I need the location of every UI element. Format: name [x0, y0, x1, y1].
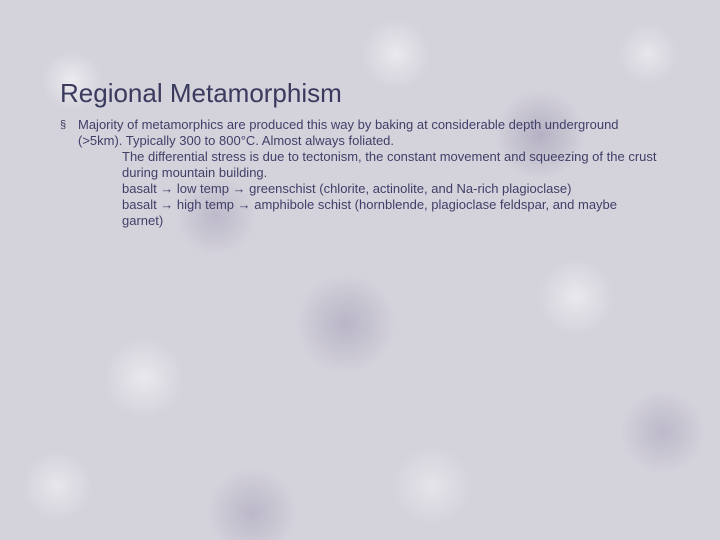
- slide-title: Regional Metamorphism: [60, 78, 660, 109]
- bullet-body: Majority of metamorphics are produced th…: [78, 117, 660, 229]
- bullet-marker: §: [60, 117, 78, 133]
- bullet-item: § Majority of metamorphics are produced …: [60, 117, 660, 229]
- bullet-sub-3: basalt → high temp → amphibole schist (h…: [78, 197, 660, 229]
- bullet-sub-1: The differential stress is due to tecton…: [78, 149, 660, 181]
- bullet-lead-text: Majority of metamorphics are produced th…: [78, 117, 619, 148]
- slide: Regional Metamorphism § Majority of meta…: [0, 0, 720, 540]
- bullet-sub-2: basalt → low temp → greenschist (chlorit…: [78, 181, 660, 197]
